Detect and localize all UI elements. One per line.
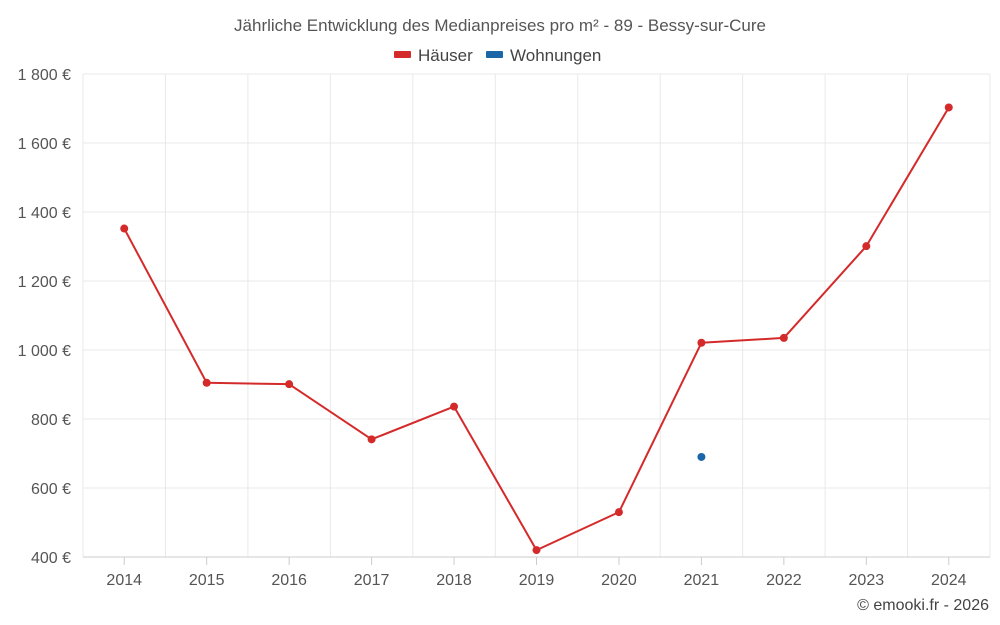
data-point [367,435,376,444]
legend-swatch [486,51,503,58]
y-axis: 400 € 600 € 800 € 1 000 € 1 200 € 1 400 € 1 60… [18,67,71,567]
legend-label: Häuser [418,46,473,65]
data-point [202,378,211,387]
legend: Häuser Wohnungen [394,46,601,65]
data-point [450,402,459,411]
y-tick-label: 1 600 € [18,136,71,153]
y-tick-label: 1 000 € [18,343,71,360]
legend-swatch [394,51,411,58]
x-tick-label: 2016 [271,572,307,589]
x-tick-label: 2022 [766,572,802,589]
y-tick-label: 600 € [31,481,71,498]
y-tick-label: 1 400 € [18,205,71,222]
x-tick-label: 2020 [601,572,637,589]
data-point [532,546,541,555]
legend-label: Wohnungen [510,46,601,65]
y-tick-label: 1 200 € [18,274,71,291]
data-point [697,452,706,461]
x-tick-label: 2021 [684,572,720,589]
data-point [697,338,706,347]
x-tick-label: 2023 [849,572,885,589]
series-layer [120,103,953,555]
y-tick-label: 1 800 € [18,67,71,84]
x-tick-label: 2017 [354,572,390,589]
data-point [779,333,788,342]
x-tick-label: 2024 [931,572,967,589]
x-tick-label: 2019 [519,572,555,589]
data-point [120,224,129,233]
credit-text: © emooki.fr - 2026 [857,597,989,614]
data-point [285,380,294,389]
chart-title: Jährliche Entwicklung des Medianpreises … [234,16,766,35]
x-tick-label: 2015 [189,572,225,589]
data-point [614,508,623,517]
x-tick-label: 2014 [106,572,142,589]
grid-lines [82,73,991,557]
data-point [862,242,871,251]
x-tick-label: 2018 [436,572,472,589]
y-tick-label: 800 € [31,412,71,429]
y-tick-label: 400 € [31,550,71,567]
x-axis: 2014 2015 2016 2017 2018 2019 2020 2021 2022 2023… [83,556,990,589]
data-point [944,103,953,112]
